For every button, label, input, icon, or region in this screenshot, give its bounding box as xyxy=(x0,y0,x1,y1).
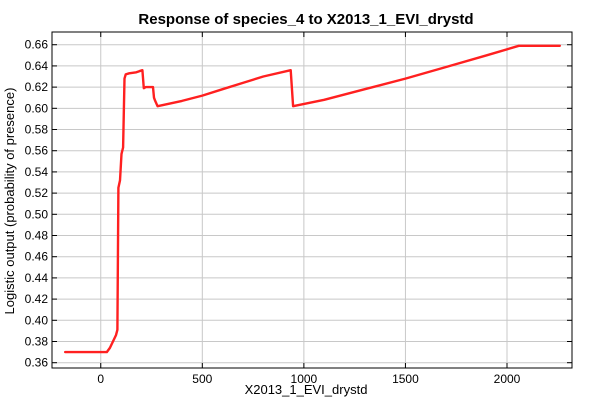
x-tick-label: 0 xyxy=(97,372,104,386)
chart-title: Response of species_4 to X2013_1_EVI_dry… xyxy=(138,11,473,28)
y-tick-label: 0.58 xyxy=(25,123,49,137)
plot-frame xyxy=(51,31,573,369)
y-tick-label: 0.36 xyxy=(25,356,49,370)
y-tick-label: 0.62 xyxy=(25,80,49,94)
y-tick-label: 0.40 xyxy=(25,313,49,327)
y-tick-label: 0.38 xyxy=(25,335,49,349)
x-tick-label: 1500 xyxy=(392,372,419,386)
y-tick-label: 0.52 xyxy=(25,186,49,200)
y-tick-label: 0.64 xyxy=(25,59,49,73)
y-tick-label: 0.50 xyxy=(25,207,49,221)
x-tick-label: 2000 xyxy=(494,372,521,386)
y-tick-label: 0.42 xyxy=(25,292,49,306)
x-axis-label: X2013_1_EVI_drystd xyxy=(245,382,368,397)
y-tick-label: 0.54 xyxy=(25,165,49,179)
y-tick-label: 0.44 xyxy=(25,271,49,285)
y-axis-label: Logistic output (probability of presence… xyxy=(2,88,17,315)
y-tick-label: 0.46 xyxy=(25,250,49,264)
x-tick-label: 500 xyxy=(192,372,212,386)
y-tick-label: 0.66 xyxy=(25,38,49,52)
response-curve-line xyxy=(63,44,561,354)
y-axis-ticks: 0.36 0.38 0.40 0.42 0.44 0.46 0.48 0.50 0.52 0.54… xyxy=(25,38,572,370)
grid-layer xyxy=(52,32,572,368)
y-tick-label: 0.48 xyxy=(25,229,49,243)
y-tick-label: 0.56 xyxy=(25,144,49,158)
y-tick-label: 0.60 xyxy=(25,101,49,115)
x-axis-ticks: 0 500 1000 1500 2000 xyxy=(97,32,521,386)
x-tick-label: 1000 xyxy=(291,372,318,386)
series-layer xyxy=(63,44,561,354)
plot-frame-layer xyxy=(51,31,573,369)
